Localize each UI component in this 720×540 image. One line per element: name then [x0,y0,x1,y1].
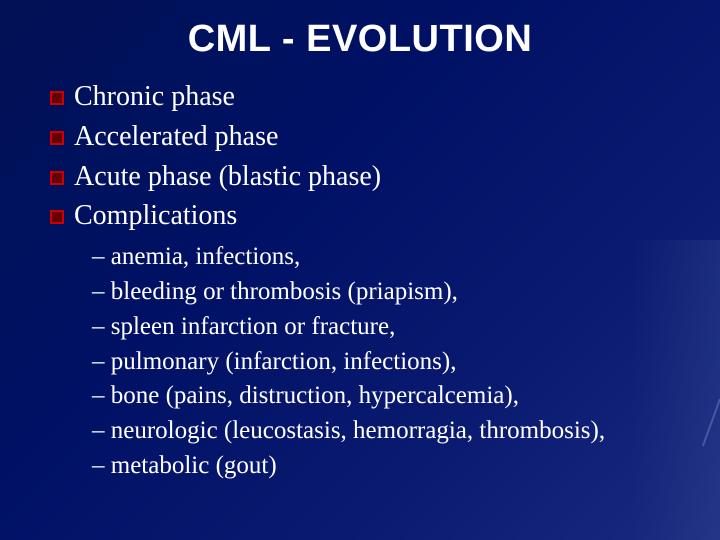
bullet-item: Acute phase (blastic phase) [50,159,670,195]
sub-bullet-item: spleen infarction or fracture, [92,310,670,344]
main-bullet-list: Chronic phase Accelerated phase Acute ph… [50,79,670,234]
sub-bullet-list: anemia, infections, bleeding or thrombos… [50,240,670,482]
square-bullet-icon [50,171,64,185]
square-bullet-icon [50,91,64,105]
bullet-text: Acute phase (blastic phase) [74,159,381,195]
bullet-item: Complications [50,198,670,234]
bullet-text: Complications [74,198,237,234]
sub-bullet-item: anemia, infections, [92,240,670,274]
sub-bullet-item: metabolic (gout) [92,449,670,483]
sub-bullet-item: bone (pains, distruction, hypercalcemia)… [92,379,670,413]
square-bullet-icon [50,131,64,145]
slide-container: CML - EVOLUTION Chronic phase Accelerate… [0,0,720,504]
square-bullet-icon [50,210,64,224]
bullet-text: Chronic phase [74,79,235,115]
sub-bullet-item: pulmonary (infarction, infections), [92,345,670,379]
bullet-item: Chronic phase [50,79,670,115]
sub-bullet-item: bleeding or thrombosis (priapism), [92,275,670,309]
bullet-item: Accelerated phase [50,119,670,155]
slide-title: CML - EVOLUTION [50,18,670,61]
sub-bullet-item: neurologic (leucostasis, hemorragia, thr… [92,414,670,448]
bullet-text: Accelerated phase [74,119,278,155]
